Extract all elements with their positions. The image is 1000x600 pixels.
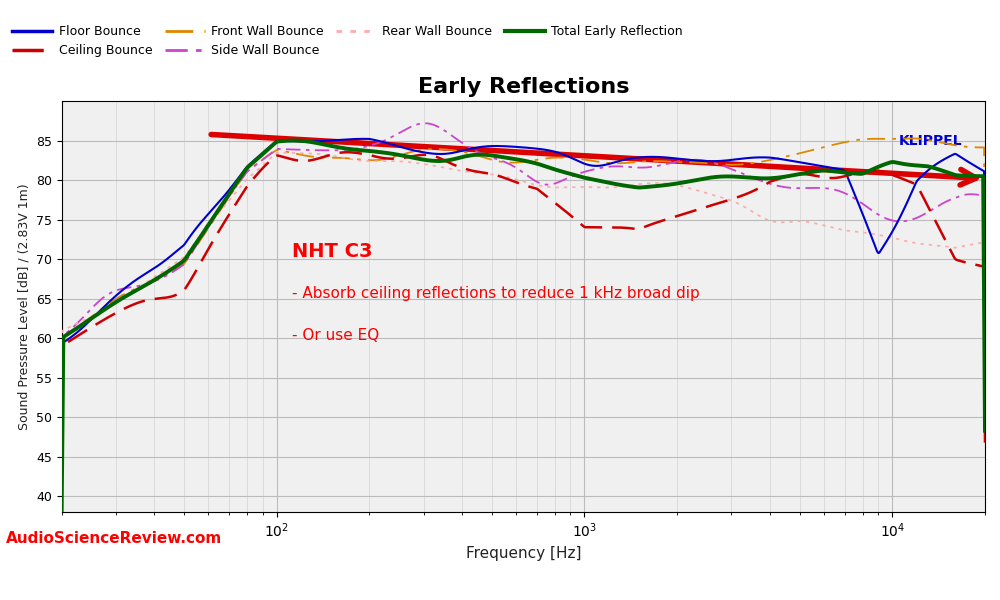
Title: Early Reflections: Early Reflections [418,77,629,97]
Text: KLIPPEL: KLIPPEL [898,134,962,148]
Text: NHT C3: NHT C3 [292,242,373,262]
Text: - Or use EQ: - Or use EQ [292,328,380,343]
Text: AudioScienceReview.com: AudioScienceReview.com [6,531,222,546]
Text: - Absorb ceiling reflections to reduce 1 kHz broad dip: - Absorb ceiling reflections to reduce 1… [292,286,700,301]
Y-axis label: Sound Pressure Level [dB] / (2.83V 1m): Sound Pressure Level [dB] / (2.83V 1m) [17,184,30,430]
Legend: Floor Bounce, Ceiling Bounce, Front Wall Bounce, Side Wall Bounce, Rear Wall Bou: Floor Bounce, Ceiling Bounce, Front Wall… [12,25,683,58]
X-axis label: Frequency [Hz]: Frequency [Hz] [466,546,581,561]
